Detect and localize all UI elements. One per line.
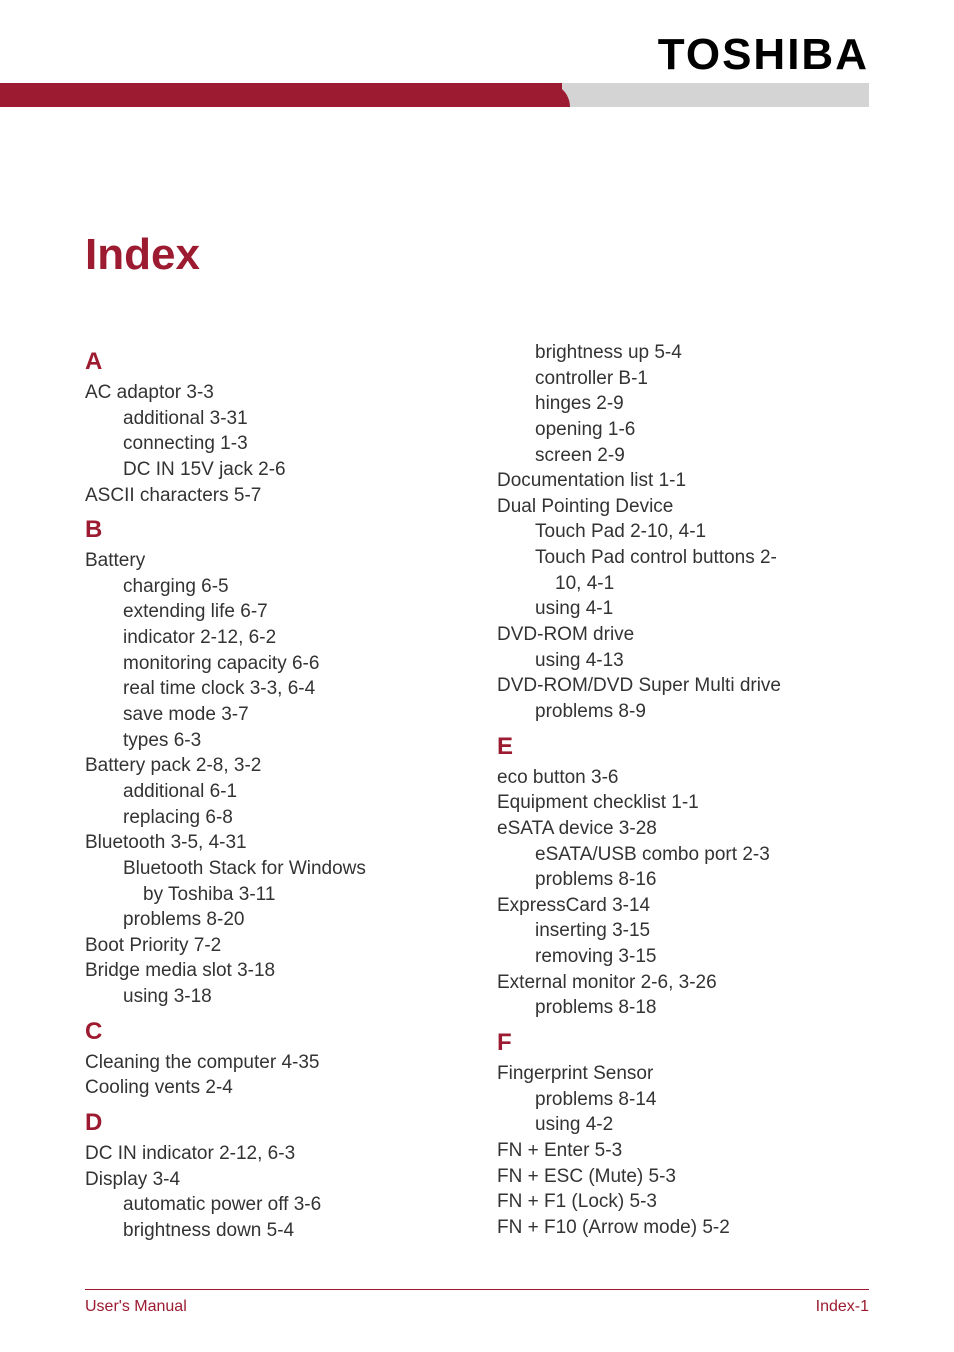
- index-subentry: problems 8-20: [85, 907, 457, 933]
- index-entry: DC IN indicator 2-12, 6-3: [85, 1141, 457, 1167]
- index-entry: AC adaptor 3-3: [85, 380, 457, 406]
- index-subentry: monitoring capacity 6-6: [85, 651, 457, 677]
- section-letter-a: A: [85, 348, 457, 376]
- index-entry: Boot Priority 7-2: [85, 933, 457, 959]
- index-subentry: replacing 6-8: [85, 805, 457, 831]
- index-subentry: real time clock 3-3, 6-4: [85, 676, 457, 702]
- index-subentry: controller B-1: [497, 366, 869, 392]
- index-entry: FN + F1 (Lock) 5-3: [497, 1189, 869, 1215]
- right-column: brightness up 5-4 controller B-1 hinges …: [497, 340, 869, 1244]
- index-entry: Equipment checklist 1-1: [497, 790, 869, 816]
- section-letter-d: D: [85, 1109, 457, 1137]
- index-subentry: problems 8-9: [497, 699, 869, 725]
- index-entry: DVD-ROM/DVD Super Multi drive: [497, 673, 869, 699]
- index-subentry: connecting 1-3: [85, 431, 457, 457]
- index-subentry: extending life 6-7: [85, 599, 457, 625]
- index-subentry: brightness up 5-4: [497, 340, 869, 366]
- section-letter-e: E: [497, 733, 869, 761]
- index-subentry: automatic power off 3-6: [85, 1192, 457, 1218]
- index-subentry: save mode 3-7: [85, 702, 457, 728]
- index-entry: Display 3-4: [85, 1167, 457, 1193]
- page-footer: User's Manual Index-1: [85, 1289, 869, 1316]
- toshiba-logo: TOSHIBA: [658, 30, 869, 80]
- index-entry: ASCII characters 5-7: [85, 483, 457, 509]
- index-subentry-text: Bluetooth Stack for Windows: [123, 858, 366, 879]
- index-subentry: additional 6-1: [85, 779, 457, 805]
- index-subentry: using 3-18: [85, 984, 457, 1010]
- index-subentry-cont: 10, 4-1: [497, 571, 869, 597]
- index-columns: A AC adaptor 3-3 additional 3-31 connect…: [85, 340, 869, 1244]
- index-subentry: eSATA/USB combo port 2-3: [497, 842, 869, 868]
- page-content: Index A AC adaptor 3-3 additional 3-31 c…: [0, 110, 954, 1244]
- index-subentry: DC IN 15V jack 2-6: [85, 457, 457, 483]
- index-entry: FN + F10 (Arrow mode) 5-2: [497, 1215, 869, 1241]
- index-subentry-text: 10, 4-1: [555, 573, 614, 594]
- index-entry: Fingerprint Sensor: [497, 1061, 869, 1087]
- index-entry: DVD-ROM drive: [497, 622, 869, 648]
- index-subentry: removing 3-15: [497, 944, 869, 970]
- index-entry: Cooling vents 2-4: [85, 1075, 457, 1101]
- index-entry: Documentation list 1-1: [497, 468, 869, 494]
- index-entry: Battery pack 2-8, 3-2: [85, 753, 457, 779]
- index-subentry: inserting 3-15: [497, 918, 869, 944]
- index-subentry: problems 8-18: [497, 995, 869, 1021]
- index-subentry: problems 8-16: [497, 867, 869, 893]
- index-subentry: screen 2-9: [497, 443, 869, 469]
- footer-left: User's Manual: [85, 1298, 187, 1316]
- index-subentry: hinges 2-9: [497, 391, 869, 417]
- header-bar-gray: [520, 83, 869, 107]
- index-subentry: charging 6-5: [85, 574, 457, 600]
- header-bar: [0, 83, 954, 107]
- footer-right: Index-1: [816, 1298, 869, 1316]
- index-subentry: Bluetooth Stack for Windows: [85, 856, 457, 882]
- index-subentry: using 4-13: [497, 648, 869, 674]
- index-entry: eSATA device 3-28: [497, 816, 869, 842]
- index-entry: External monitor 2-6, 3-26: [497, 970, 869, 996]
- header-bar-red: [0, 83, 562, 107]
- index-subentry: opening 1-6: [497, 417, 869, 443]
- index-subentry-text: Touch Pad control buttons 2-: [535, 547, 777, 568]
- index-entry: eco button 3-6: [497, 765, 869, 791]
- index-entry: Bluetooth 3-5, 4-31: [85, 830, 457, 856]
- index-subentry: types 6-3: [85, 728, 457, 754]
- index-entry: Cleaning the computer 4-35: [85, 1050, 457, 1076]
- index-subentry: brightness down 5-4: [85, 1218, 457, 1244]
- index-subentry: using 4-2: [497, 1112, 869, 1138]
- index-entry: Dual Pointing Device: [497, 494, 869, 520]
- index-subentry: additional 3-31: [85, 406, 457, 432]
- index-subentry-cont: by Toshiba 3-11: [85, 882, 457, 908]
- index-entry: ExpressCard 3-14: [497, 893, 869, 919]
- index-subentry: using 4-1: [497, 596, 869, 622]
- index-entry: Bridge media slot 3-18: [85, 958, 457, 984]
- index-subentry: problems 8-14: [497, 1087, 869, 1113]
- index-subentry: Touch Pad control buttons 2-: [497, 545, 869, 571]
- index-entry: FN + Enter 5-3: [497, 1138, 869, 1164]
- page-header: TOSHIBA: [0, 0, 954, 110]
- index-subentry: Touch Pad 2-10, 4-1: [497, 519, 869, 545]
- index-subentry: indicator 2-12, 6-2: [85, 625, 457, 651]
- index-entry: Battery: [85, 548, 457, 574]
- index-entry: FN + ESC (Mute) 5-3: [497, 1164, 869, 1190]
- left-column: A AC adaptor 3-3 additional 3-31 connect…: [85, 340, 457, 1244]
- page-title: Index: [85, 230, 869, 280]
- index-subentry-text: by Toshiba 3-11: [143, 884, 275, 905]
- section-letter-f: F: [497, 1029, 869, 1057]
- section-letter-c: C: [85, 1018, 457, 1046]
- section-letter-b: B: [85, 516, 457, 544]
